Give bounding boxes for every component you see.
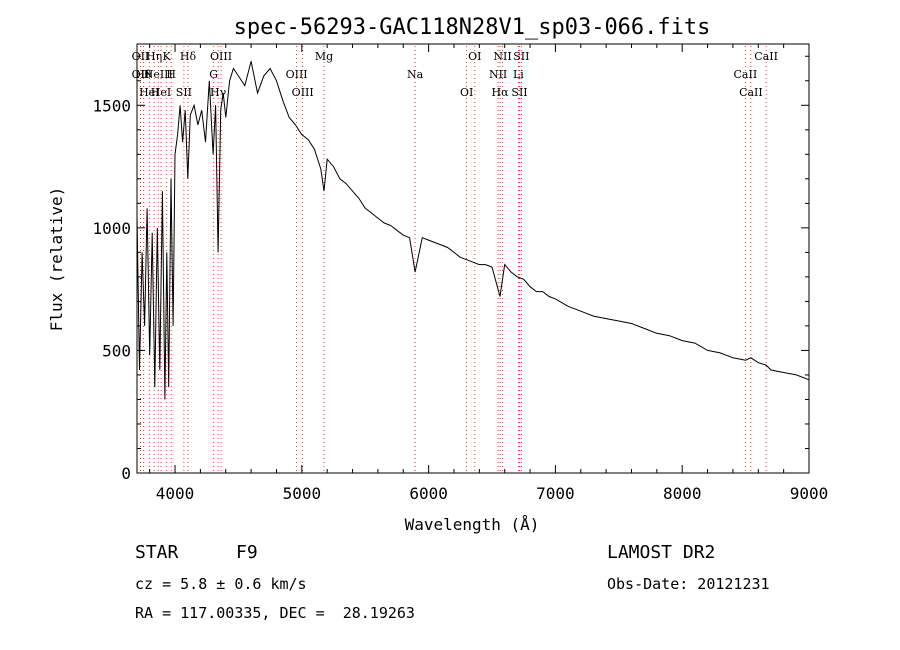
x-tick-label: 7000 bbox=[536, 484, 575, 503]
line-marker-label: OI bbox=[468, 50, 481, 63]
line-marker-label: OII bbox=[132, 68, 150, 81]
coordinates: RA = 117.00335, DEC = 28.19263 bbox=[135, 604, 415, 622]
redshift: cz = 5.8 ± 0.6 km/s bbox=[135, 575, 307, 593]
line-marker-label: Hγ bbox=[210, 86, 227, 99]
x-axis-label: Wavelength (Å) bbox=[405, 515, 540, 534]
line-marker-label: HeI bbox=[139, 86, 159, 99]
line-marker-label: OIII bbox=[292, 86, 314, 99]
spectrum-chart: spec-56293-GAC118N28V1_sp03-066.fits OII… bbox=[47, 15, 829, 534]
line-marker-label: Hδ bbox=[180, 50, 197, 63]
y-tick-label: 500 bbox=[102, 341, 131, 360]
line-marker-label: OIII bbox=[286, 68, 308, 81]
line-marker-label: SII bbox=[511, 86, 527, 99]
line-marker-label: NeIII bbox=[144, 68, 173, 81]
x-tick-label: 4000 bbox=[156, 484, 195, 503]
x-tick-label: 5000 bbox=[283, 484, 322, 503]
line-marker-label: K bbox=[163, 50, 172, 63]
line-marker-label: NII bbox=[489, 68, 507, 81]
obs-date: Obs-Date: 20121231 bbox=[607, 575, 770, 593]
line-marker-label: H bbox=[166, 68, 176, 81]
line-marker-label: SII bbox=[513, 50, 529, 63]
emission-line-markers bbox=[140, 46, 767, 473]
x-tick-label: 8000 bbox=[663, 484, 702, 503]
y-axis-ticks: 0 500 1000 1500 bbox=[92, 55, 809, 483]
line-marker-label: OIII bbox=[210, 50, 232, 63]
emission-line-labels: OIIOIIHθHeIHηNeIIIHeIKHSIIHδGHγOIIIOIIIO… bbox=[132, 50, 778, 99]
line-marker-label: CaII bbox=[734, 68, 758, 81]
plot-frame bbox=[136, 43, 810, 474]
x-tick-label: 6000 bbox=[409, 484, 448, 503]
object-type: STAR bbox=[135, 542, 179, 563]
line-marker-label: G bbox=[209, 68, 218, 81]
y-tick-label: 1000 bbox=[92, 219, 131, 238]
line-marker-label: NII bbox=[493, 50, 511, 63]
x-tick-label: 9000 bbox=[790, 484, 829, 503]
line-marker-label: OI bbox=[460, 86, 473, 99]
line-marker-label: Li bbox=[513, 68, 524, 81]
y-tick-label: 1500 bbox=[92, 96, 131, 115]
line-marker-label: CaII bbox=[754, 50, 778, 63]
line-marker-label: SII bbox=[176, 86, 192, 99]
line-marker-label: Na bbox=[407, 68, 424, 81]
spectrum-line bbox=[136, 61, 810, 400]
y-axis-label: Flux (relative) bbox=[47, 187, 66, 332]
line-marker-label: Hθ bbox=[135, 68, 152, 81]
x-axis-ticks: 4000 5000 6000 7000 8000 9000 bbox=[149, 44, 829, 503]
y-tick-label: 0 bbox=[121, 464, 131, 483]
line-marker-label: HeI bbox=[151, 86, 171, 99]
line-marker-label: Hη bbox=[146, 50, 162, 63]
chart-title: spec-56293-GAC118N28V1_sp03-066.fits bbox=[234, 15, 711, 40]
subclass: F9 bbox=[236, 542, 258, 563]
survey-name: LAMOST DR2 bbox=[607, 542, 716, 563]
line-marker-label: Mg bbox=[315, 50, 333, 63]
line-marker-label: Hα bbox=[491, 86, 509, 99]
line-marker-label: CaII bbox=[739, 86, 763, 99]
